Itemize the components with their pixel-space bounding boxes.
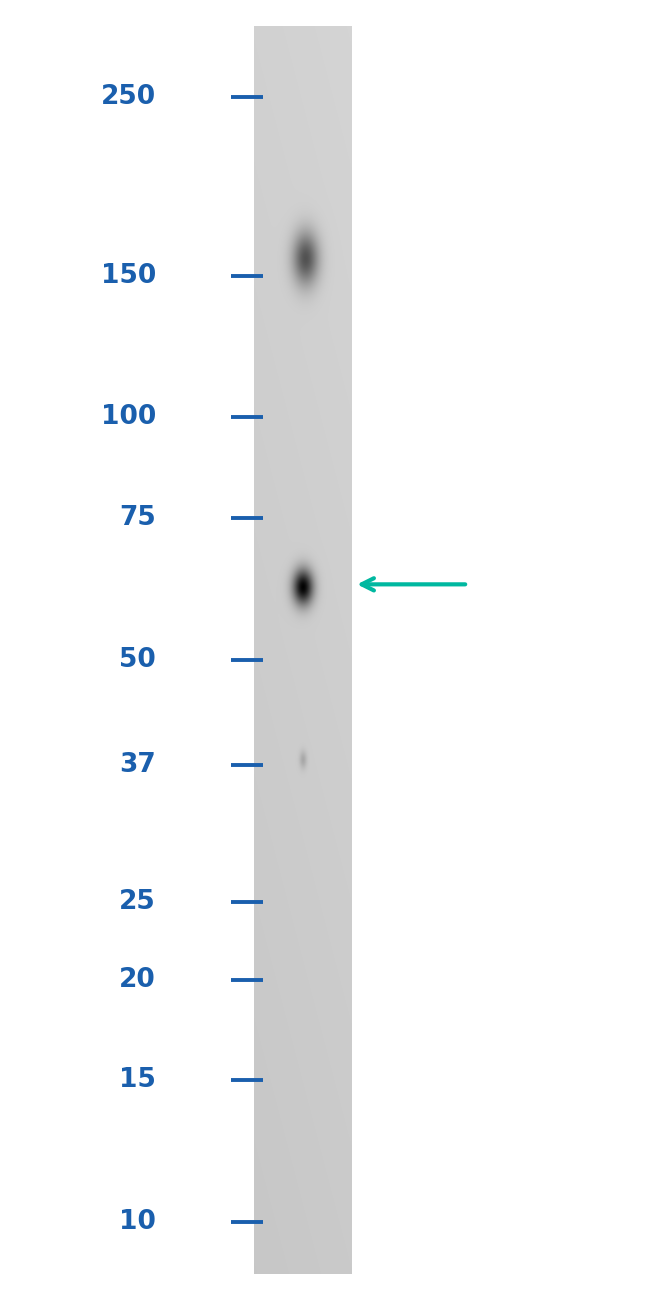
Text: 50: 50 [119, 646, 156, 672]
Text: 25: 25 [119, 889, 156, 915]
Text: 250: 250 [101, 84, 156, 110]
Text: 20: 20 [119, 967, 156, 993]
Text: 15: 15 [119, 1067, 156, 1093]
Text: 37: 37 [119, 751, 156, 777]
Text: 10: 10 [119, 1209, 156, 1235]
Text: 75: 75 [119, 504, 156, 530]
Text: 150: 150 [101, 263, 156, 289]
Text: 100: 100 [101, 404, 156, 430]
